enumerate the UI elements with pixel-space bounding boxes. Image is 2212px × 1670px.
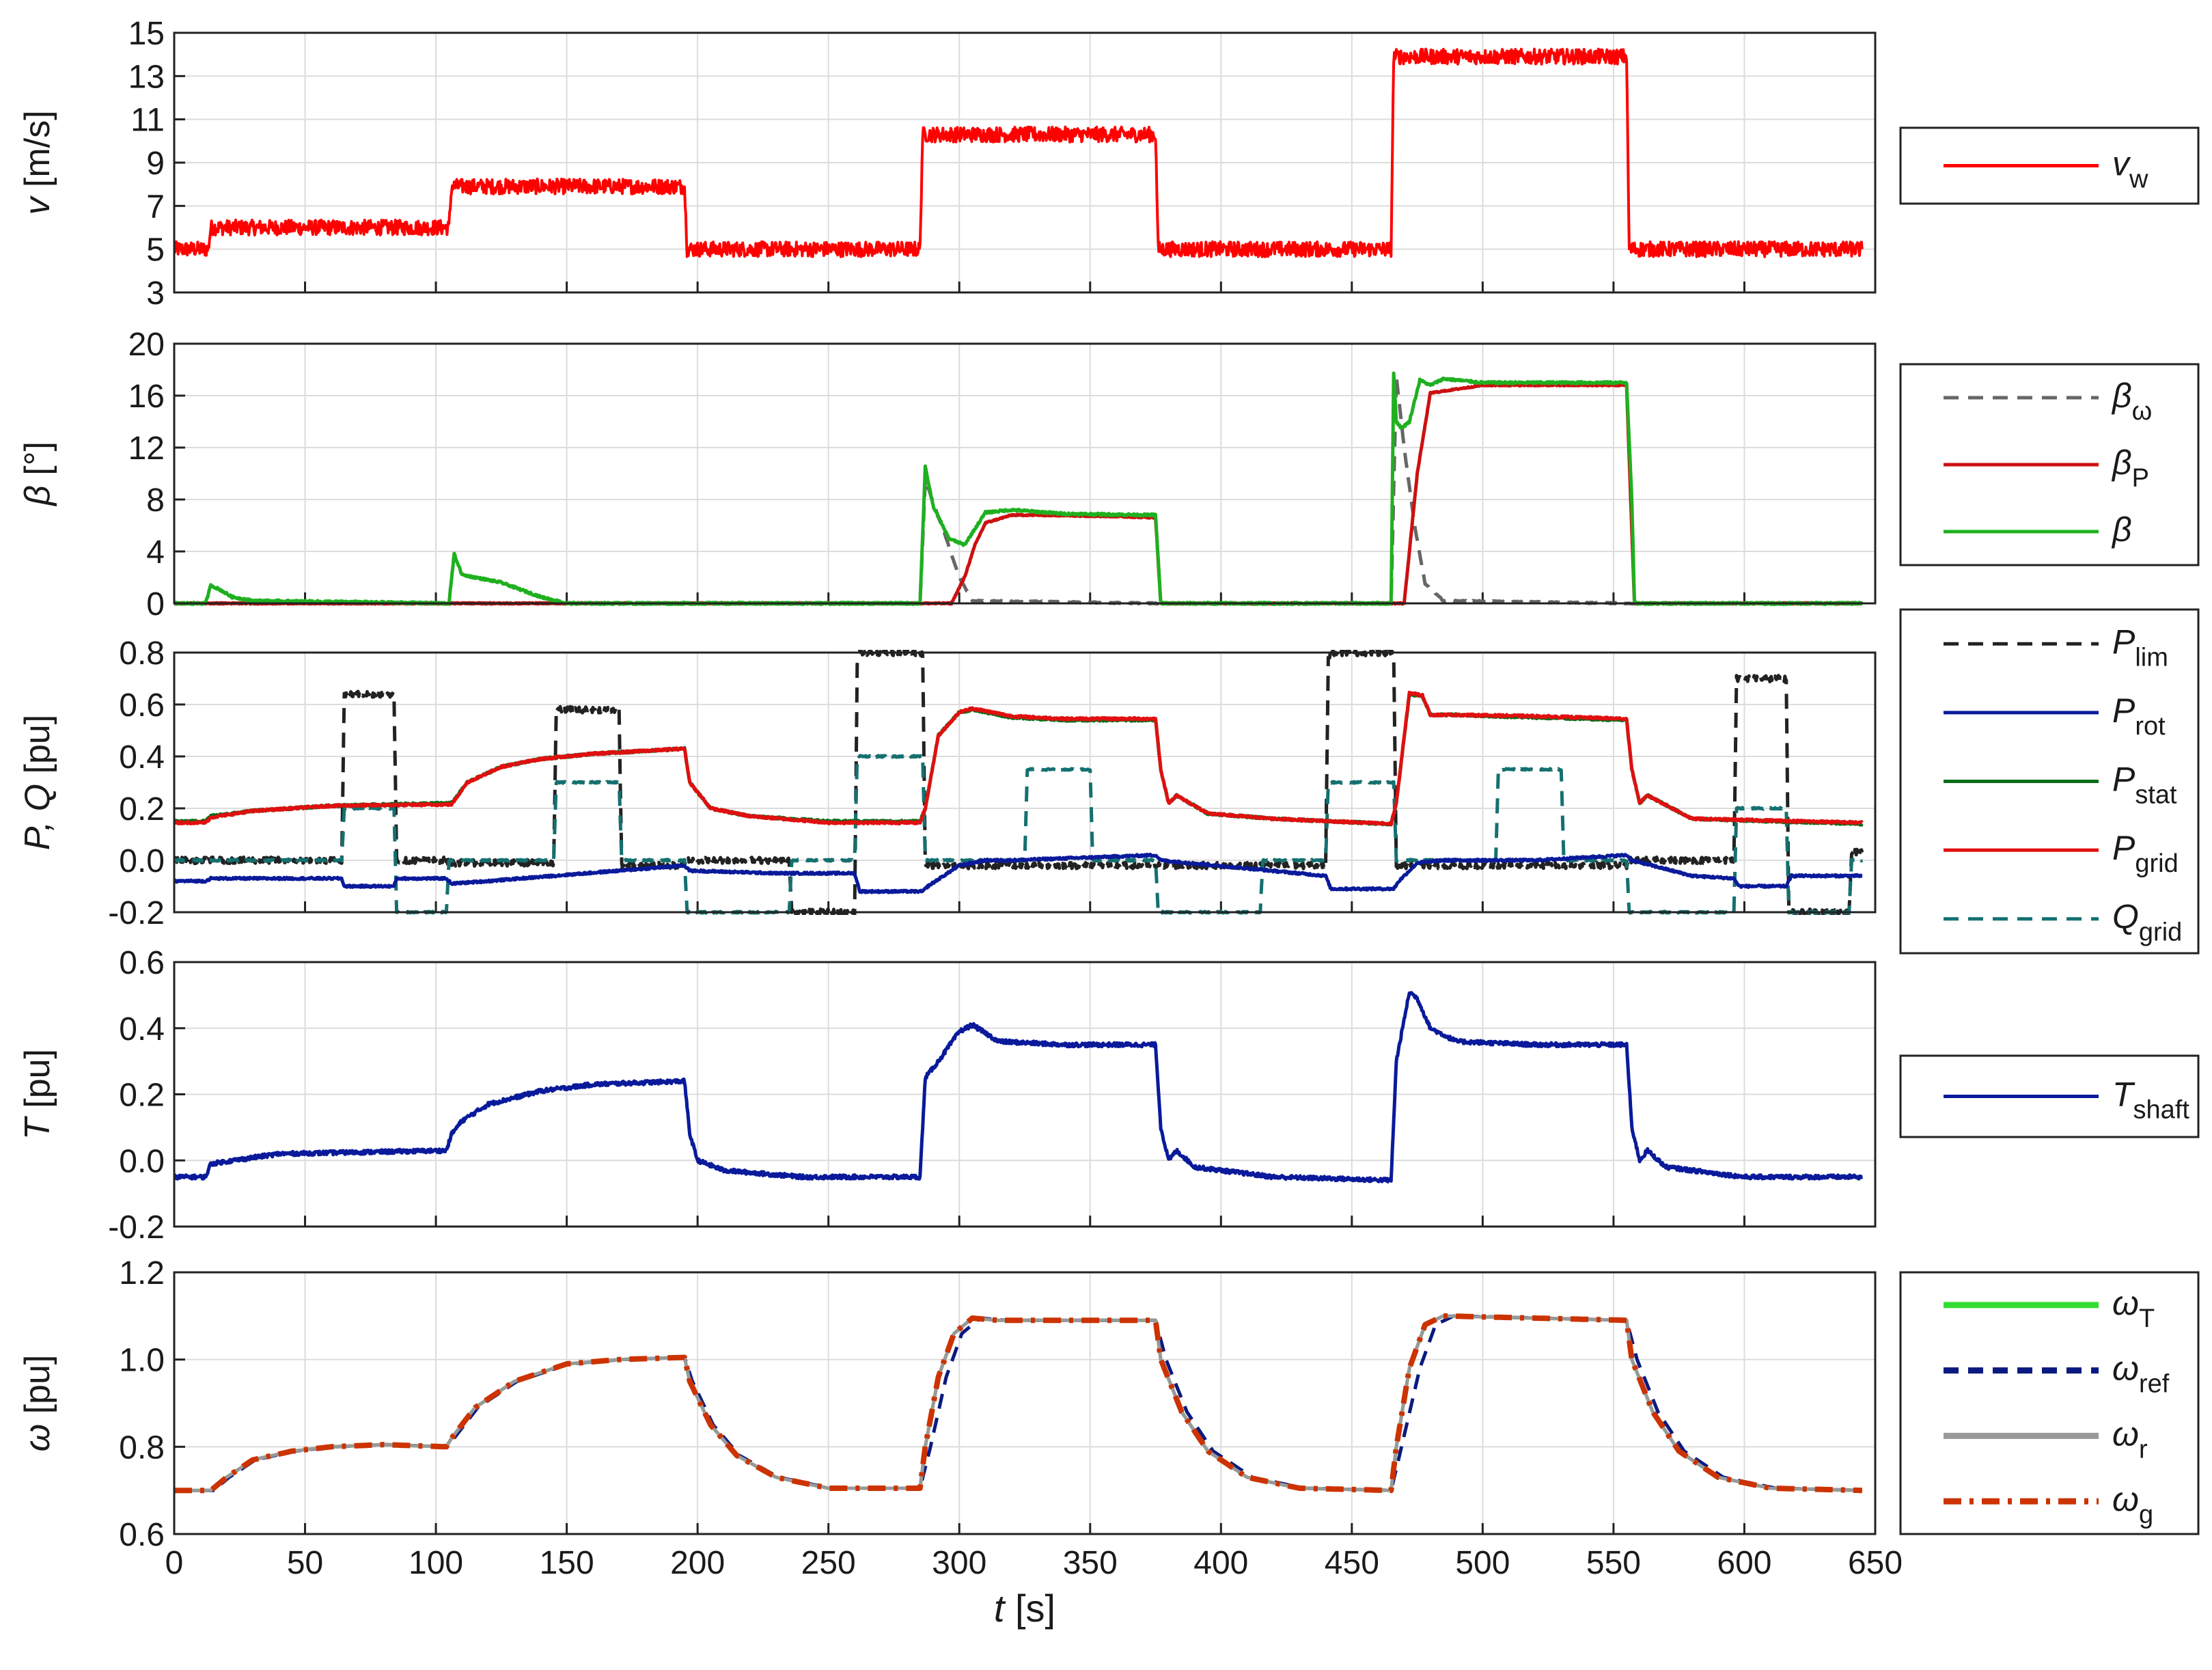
y-tick-label: 0.4 <box>119 1011 165 1048</box>
legend-label-vw: vw <box>2112 145 2148 194</box>
legend-label-P_grid: Pgrid <box>2112 829 2179 878</box>
legend: ωT ωref ωr ωg <box>1899 1271 2200 1535</box>
series-line-omega_g <box>174 1313 1862 1494</box>
plot-area <box>174 1272 1875 1534</box>
y-tick-label: 0.2 <box>119 791 165 827</box>
x-tick-label: 500 <box>1455 1545 1510 1581</box>
y-tick-label: 0.0 <box>119 1143 165 1179</box>
y-tick-label: 4 <box>146 534 165 571</box>
legend-box <box>1899 1271 2200 1535</box>
series-group <box>174 991 1864 1183</box>
y-axis-label: P, Q [pu] <box>18 715 57 851</box>
x-tick-label: 200 <box>670 1545 725 1581</box>
y-tick-label: 0.2 <box>119 1078 165 1114</box>
legend-label-P_lim: Plim <box>2112 622 2168 672</box>
x-tick-label: 50 <box>287 1545 323 1581</box>
y-tick-label: 16 <box>128 379 165 415</box>
x-tick-label: 250 <box>801 1545 856 1581</box>
series-line-P_lim <box>174 650 1864 915</box>
legend-label-T_shaft: Tshaft <box>2112 1076 2189 1125</box>
legend-label-P_stat: Pstat <box>2112 761 2177 810</box>
series-group <box>174 47 1864 258</box>
series-line-vw <box>174 47 1864 258</box>
y-tick-label: 0.6 <box>119 687 165 724</box>
y-tick-label: 9 <box>146 146 165 182</box>
y-tick-label: 0.6 <box>119 1517 165 1553</box>
legend: Plim Prot Pstat Pgrid Qgrid <box>1899 608 2200 955</box>
pitch-angle-panel: 0 4 8 12 16 20 β [°] βω βP β <box>18 327 2200 622</box>
x-tick-label: 350 <box>1063 1545 1118 1581</box>
wind-speed-panel: 3 5 7 9 11 13 15 v [m/s] vw <box>18 16 2200 312</box>
y-tick-label: -0.2 <box>108 1209 165 1246</box>
x-tick-label: 100 <box>409 1545 463 1581</box>
axes-frame <box>173 651 1877 914</box>
y-tick-label: 11 <box>130 102 165 139</box>
axes-frame <box>173 31 1877 294</box>
x-tick-label: 0 <box>165 1545 184 1581</box>
speed-panel: 0.6 0.8 1.0 1.2 ω [pu] 0 50 100 150 200 250 300 350 4… <box>18 1255 2200 1630</box>
legend-label-beta_omega: βω <box>2111 377 2152 426</box>
x-tick-label: 550 <box>1586 1545 1641 1581</box>
series-group <box>174 650 1864 915</box>
y-tick-label: 3 <box>146 275 165 312</box>
series-group <box>174 1313 1862 1494</box>
y-tick-label: 1.0 <box>119 1343 165 1379</box>
axes-frame <box>173 961 1877 1228</box>
axes-frame <box>173 1271 1877 1535</box>
axes-frame <box>173 342 1877 605</box>
y-tick-label: 13 <box>128 59 165 95</box>
y-tick-label: 5 <box>146 232 165 269</box>
legend: βω βP β <box>1899 363 2200 566</box>
x-tick-label: 400 <box>1193 1545 1248 1581</box>
x-tick-label: 650 <box>1848 1545 1903 1581</box>
y-tick-label: 20 <box>128 327 165 363</box>
x-tick-label: 150 <box>540 1545 594 1581</box>
x-tick-label: 600 <box>1717 1545 1771 1581</box>
legend: Tshaft <box>1899 1054 2200 1138</box>
legend-label-P_rot: Prot <box>2112 692 2166 741</box>
y-tick-label: 8 <box>146 482 165 519</box>
y-tick-label: 0.0 <box>119 843 165 879</box>
y-tick-label: 0.8 <box>119 635 165 672</box>
x-tick-label: 300 <box>932 1545 986 1581</box>
series-line-T_shaft <box>174 991 1864 1183</box>
y-tick-label: 15 <box>128 16 165 52</box>
plot-area <box>174 653 1875 912</box>
y-axis-label: T [pu] <box>18 1049 57 1140</box>
power-panel: -0.2 0.0 0.2 0.4 0.6 0.8 P, Q [pu] Plim Prot Psta… <box>18 608 2200 955</box>
legend-label-omega_g: ωg <box>2112 1480 2153 1529</box>
y-tick-label: 0.4 <box>119 739 165 776</box>
y-axis-label: v [m/s] <box>18 110 57 215</box>
series-line-P_grid <box>174 690 1864 827</box>
y-tick-label: 7 <box>146 189 165 225</box>
x-tick-label: 450 <box>1325 1545 1379 1581</box>
legend-label-omega_ref: ωref <box>2112 1350 2170 1399</box>
y-tick-label: 1.2 <box>119 1255 165 1291</box>
y-axis-label: ω [pu] <box>18 1355 57 1452</box>
torque-panel: -0.2 0.0 0.2 0.4 0.6 T [pu] Tshaft <box>18 945 2200 1246</box>
legend-label-omega_r: ωr <box>2112 1414 2148 1464</box>
y-tick-label: -0.2 <box>108 895 165 931</box>
legend-label-Q_grid: Qgrid <box>2112 898 2182 947</box>
legend-label-omega_T: ωT <box>2112 1284 2155 1333</box>
y-tick-label: 0.8 <box>119 1429 165 1466</box>
legend: vw <box>1899 126 2200 205</box>
y-tick-label: 0 <box>146 586 165 622</box>
legend-label-beta: β <box>2111 510 2132 549</box>
series-line-P_rot <box>174 852 1864 894</box>
y-tick-label: 12 <box>128 430 165 467</box>
y-axis-label: β [°] <box>18 441 57 507</box>
legend-label-beta_P: βP <box>2111 443 2149 493</box>
y-tick-label: 0.6 <box>119 945 165 981</box>
x-axis-label: t [s] <box>994 1587 1055 1630</box>
series-line-beta <box>174 371 1864 606</box>
